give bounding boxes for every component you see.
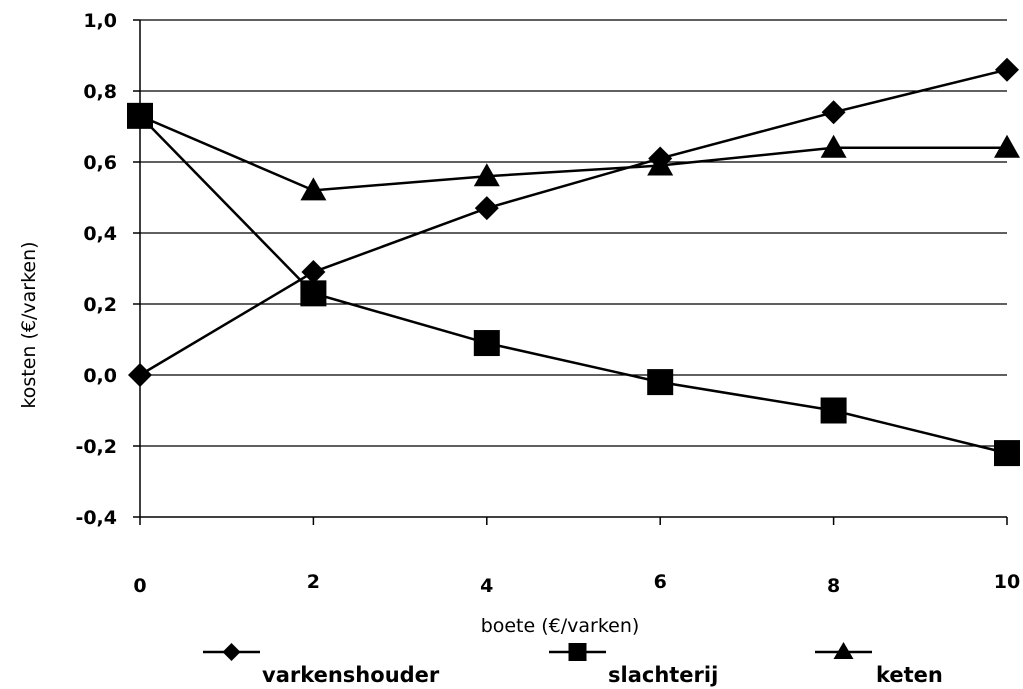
legend-label: keten bbox=[876, 663, 943, 687]
series-keten bbox=[127, 102, 1020, 201]
series-layer bbox=[127, 57, 1020, 467]
data-point-square bbox=[994, 440, 1020, 467]
data-point-triangle bbox=[127, 102, 153, 126]
data-point-diamond bbox=[648, 146, 673, 171]
data-point-triangle bbox=[473, 163, 500, 187]
x-tick-labels: 0 2 4 6 8 10 bbox=[133, 571, 1020, 597]
data-point-diamond bbox=[995, 57, 1019, 82]
x-tick-label: 6 bbox=[654, 571, 667, 593]
legend-square-marker bbox=[568, 643, 587, 661]
legend: varkenshouder slachterij keten bbox=[203, 642, 943, 687]
x-tick-label: 4 bbox=[480, 575, 493, 597]
data-point-diamond bbox=[128, 363, 152, 387]
y-tick-label: 0,8 bbox=[83, 81, 117, 103]
series-line bbox=[139, 114, 1008, 455]
data-point-diamond bbox=[821, 100, 846, 125]
y-tick-labels: 1,0 0,8 0,6 0,4 0,2 0,0 -0,2 -0,4 bbox=[75, 10, 117, 529]
data-point-square bbox=[820, 397, 847, 424]
y-tick-label: -0,4 bbox=[75, 507, 117, 529]
y-axis-title: kosten (€/varken) bbox=[18, 241, 40, 408]
x-tick-label: 2 bbox=[307, 571, 320, 593]
data-point-triangle bbox=[820, 134, 847, 158]
legend-item-slachterij: slachterij bbox=[549, 643, 718, 687]
series-varkenshouder bbox=[128, 57, 1019, 387]
legend-label: slachterij bbox=[608, 663, 718, 687]
series-line bbox=[139, 68, 1008, 377]
legend-diamond-marker bbox=[222, 643, 241, 661]
x-tick-label: 10 bbox=[994, 571, 1020, 593]
data-point-triangle bbox=[994, 134, 1020, 158]
gridlines bbox=[140, 19, 1007, 447]
series-line bbox=[139, 114, 1007, 192]
legend-label: varkenshouder bbox=[262, 663, 440, 687]
data-point-square bbox=[647, 369, 674, 396]
y-tick-label: 0,4 bbox=[83, 223, 117, 245]
y-tick-label: 0,0 bbox=[83, 365, 117, 387]
x-tick-label: 0 bbox=[133, 575, 146, 597]
x-axis-title: boete (€/varken) bbox=[481, 615, 640, 637]
y-tick-label: 1,0 bbox=[83, 10, 117, 32]
data-point-square bbox=[473, 330, 500, 357]
legend-triangle-marker bbox=[833, 642, 854, 659]
data-point-square bbox=[300, 280, 327, 307]
y-tick-label: -0,2 bbox=[75, 436, 117, 458]
data-point-triangle bbox=[300, 177, 327, 201]
legend-item-keten: keten bbox=[815, 642, 943, 687]
data-point-diamond bbox=[301, 260, 326, 285]
data-point-diamond bbox=[474, 196, 499, 221]
series-slachterij bbox=[127, 102, 1020, 467]
y-tick-label: 0,2 bbox=[83, 294, 117, 316]
x-tick-label: 8 bbox=[827, 575, 840, 597]
legend-item-varkenshouder: varkenshouder bbox=[203, 643, 440, 687]
y-tick-label: 0,6 bbox=[83, 152, 117, 174]
axes bbox=[133, 19, 1008, 525]
